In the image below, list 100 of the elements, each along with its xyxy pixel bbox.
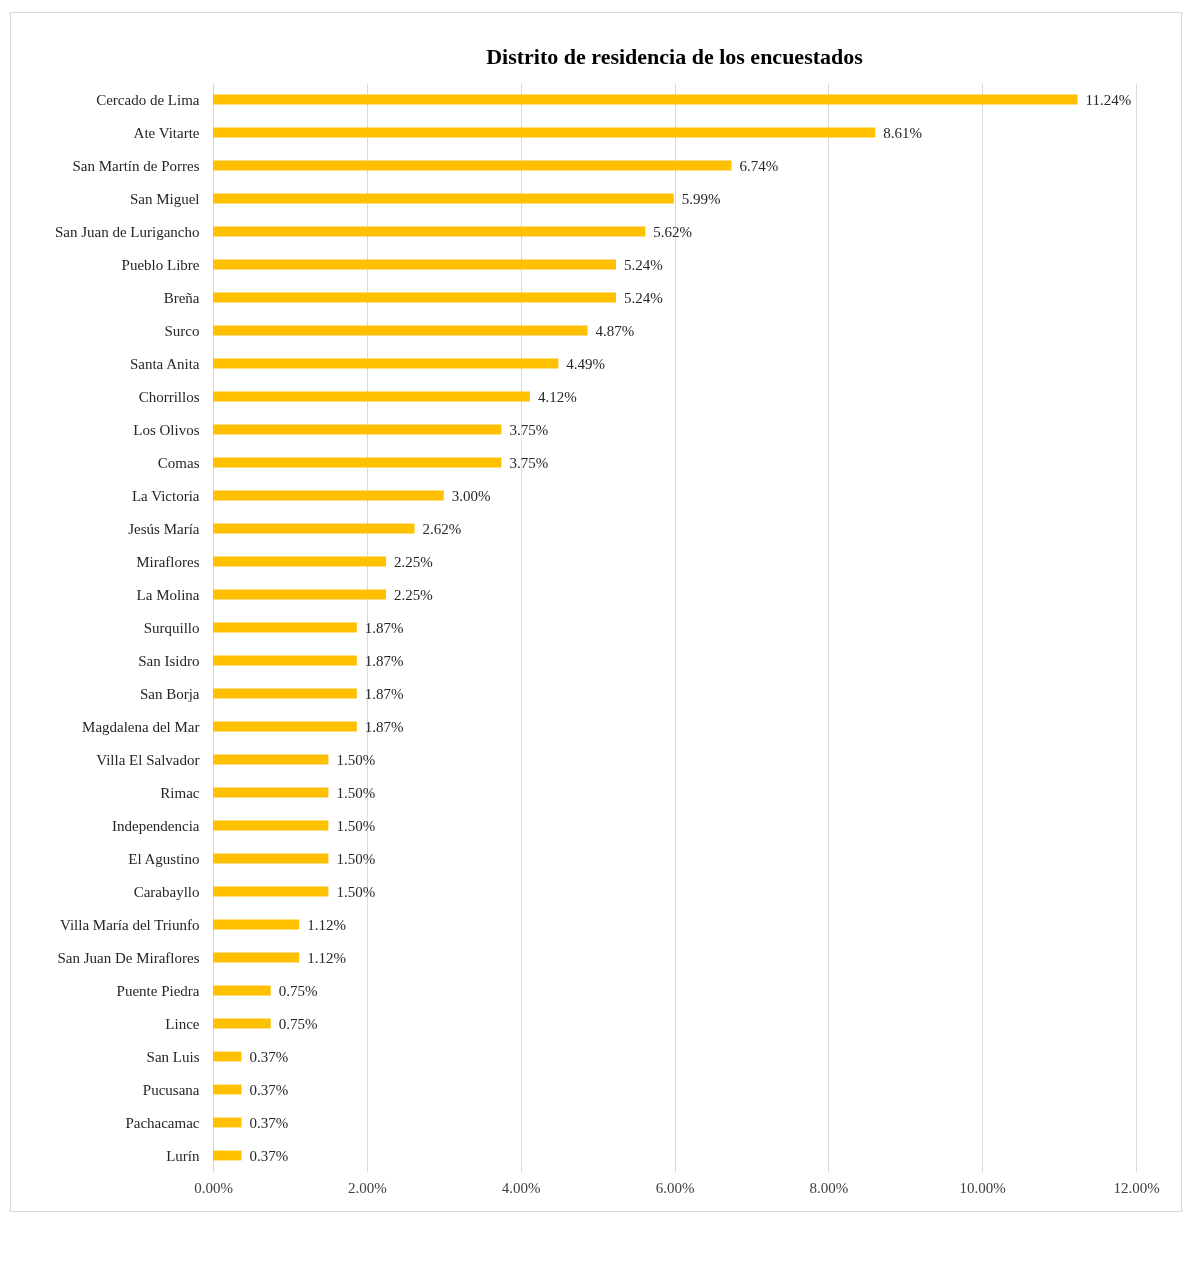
x-tick-label: 2.00% <box>347 1179 387 1196</box>
data-label: 0.37% <box>249 1048 289 1065</box>
data-label: 3.75% <box>509 421 549 438</box>
data-label: 0.75% <box>278 982 318 999</box>
y-tick-label: Villa María del Triunfo <box>59 916 200 933</box>
x-tick-label: 4.00% <box>501 1179 541 1196</box>
y-tick-label: La Molina <box>136 586 200 603</box>
x-tick-label: 12.00% <box>1113 1179 1160 1196</box>
bar <box>213 358 559 369</box>
y-tick-label: El Agustino <box>128 850 200 867</box>
bar <box>213 787 329 798</box>
bar <box>213 490 444 501</box>
data-label: 2.62% <box>422 520 462 537</box>
data-label: 3.75% <box>509 454 549 471</box>
y-tick-label: Lince <box>165 1015 200 1032</box>
y-tick-label: San Isidro <box>138 652 200 669</box>
bar <box>213 1018 271 1029</box>
bar <box>213 523 415 534</box>
data-label: 1.87% <box>364 718 404 735</box>
y-tick-label: Pachacamac <box>125 1114 200 1131</box>
y-tick-label: Rimac <box>160 784 200 801</box>
data-label: 2.25% <box>394 586 433 603</box>
bar <box>213 853 329 864</box>
bar <box>213 160 732 171</box>
bar <box>213 985 271 996</box>
bar <box>213 259 617 270</box>
data-label: 5.24% <box>624 256 663 273</box>
data-label: 1.50% <box>336 850 376 867</box>
bar <box>213 589 387 600</box>
y-tick-label: Surquillo <box>143 619 200 636</box>
data-label: 0.37% <box>249 1081 289 1098</box>
bar <box>213 292 617 303</box>
bar <box>213 325 588 336</box>
bar <box>213 424 502 435</box>
y-tick-label: Pucusana <box>142 1081 200 1098</box>
y-tick-label: Surco <box>164 322 200 339</box>
data-label: 11.24% <box>1085 91 1132 108</box>
data-label: 1.12% <box>307 916 346 933</box>
y-tick-label: San Borja <box>139 685 200 702</box>
data-label: 1.12% <box>307 949 346 966</box>
bar <box>213 391 530 402</box>
bar <box>213 127 876 138</box>
y-tick-label: La Victoria <box>131 487 200 504</box>
y-tick-label: San Martín de Porres <box>72 157 200 174</box>
y-tick-label: Carabayllo <box>133 883 200 900</box>
y-tick-label: Los Olivos <box>133 421 200 438</box>
bar <box>213 952 300 963</box>
data-label: 1.87% <box>364 619 404 636</box>
y-tick-label: Cercado de Lima <box>96 91 200 108</box>
data-label: 8.61% <box>883 124 922 141</box>
y-tick-label: San Luis <box>146 1048 200 1065</box>
y-tick-label: San Miguel <box>129 190 200 207</box>
x-tick-label: 10.00% <box>959 1179 1006 1196</box>
bar <box>213 94 1078 105</box>
bar <box>213 820 329 831</box>
data-label: 2.25% <box>394 553 433 570</box>
x-tick-label: 8.00% <box>809 1179 849 1196</box>
bar <box>213 721 357 732</box>
data-label: 1.50% <box>336 784 376 801</box>
bar <box>213 457 502 468</box>
y-tick-label: Miraflores <box>136 553 200 570</box>
bar <box>213 688 357 699</box>
data-label: 5.62% <box>653 223 693 240</box>
data-label: 0.37% <box>249 1114 289 1131</box>
data-label: 1.87% <box>364 685 404 702</box>
y-tick-label: Villa El Salvador <box>96 751 200 768</box>
bar <box>213 556 387 567</box>
bar <box>213 655 357 666</box>
y-tick-label: Pueblo Libre <box>121 256 200 273</box>
bar <box>213 193 674 204</box>
bar <box>213 919 300 930</box>
data-label: 4.12% <box>537 388 577 405</box>
bar <box>213 622 357 633</box>
data-label: 5.99% <box>681 190 721 207</box>
y-tick-label: Jesús María <box>128 520 200 537</box>
y-tick-label: Independencia <box>112 817 200 834</box>
data-label: 4.87% <box>595 322 635 339</box>
data-label: 1.50% <box>336 817 376 834</box>
y-tick-label: Breña <box>163 289 200 306</box>
y-tick-label: San Juan De Miraflores <box>57 949 200 966</box>
y-tick-label: Puente Piedra <box>116 982 200 999</box>
y-tick-label: Santa Anita <box>129 355 200 372</box>
data-label: 1.50% <box>336 751 376 768</box>
data-label: 3.00% <box>451 487 491 504</box>
x-tick-label: 0.00% <box>194 1179 233 1196</box>
data-label: 0.75% <box>278 1015 318 1032</box>
y-tick-label: Comas <box>157 454 200 471</box>
y-tick-label: San Juan de Lurigancho <box>54 223 200 240</box>
data-label: 5.24% <box>624 289 663 306</box>
data-label: 1.87% <box>364 652 404 669</box>
data-label: 4.49% <box>566 355 606 372</box>
data-label: 0.37% <box>249 1147 289 1164</box>
y-tick-label: Magdalena del Mar <box>82 718 200 735</box>
y-tick-label: Chorrillos <box>138 388 200 405</box>
bar <box>213 226 646 237</box>
data-label: 6.74% <box>739 157 779 174</box>
y-tick-label: Lurín <box>166 1147 200 1164</box>
bar <box>213 886 329 897</box>
bar <box>213 754 329 765</box>
chart-title: Distrito de residencia de los encuestados <box>486 44 864 69</box>
